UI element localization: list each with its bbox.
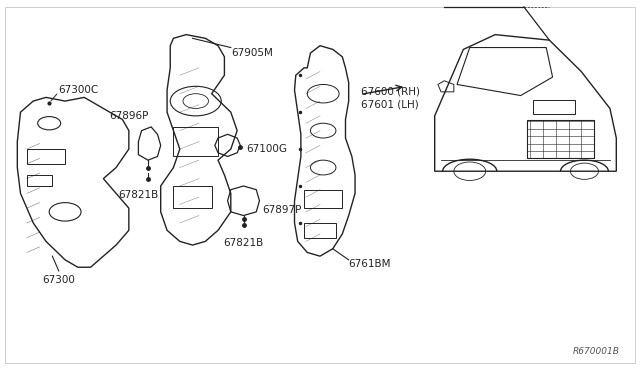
Text: 67897P: 67897P — [262, 205, 302, 215]
Text: 67100G: 67100G — [246, 144, 288, 154]
Bar — [304, 190, 342, 208]
Bar — [173, 186, 212, 208]
Text: 67821B: 67821B — [118, 190, 159, 200]
Bar — [534, 100, 575, 114]
Bar — [27, 175, 52, 186]
Text: 67905M: 67905M — [231, 48, 273, 58]
Text: 67300C: 67300C — [59, 85, 99, 95]
Text: 6761BM: 6761BM — [349, 259, 391, 269]
Text: 67300: 67300 — [42, 275, 75, 285]
Text: 67601 (LH): 67601 (LH) — [362, 100, 419, 110]
Text: 67600 (RH): 67600 (RH) — [362, 87, 420, 97]
Text: 67821B: 67821B — [223, 238, 264, 248]
Bar — [173, 127, 218, 157]
Bar — [27, 149, 65, 164]
Bar — [527, 119, 594, 158]
Text: 67896P: 67896P — [109, 111, 148, 121]
Bar — [304, 223, 336, 238]
Text: R670001B: R670001B — [573, 347, 620, 356]
